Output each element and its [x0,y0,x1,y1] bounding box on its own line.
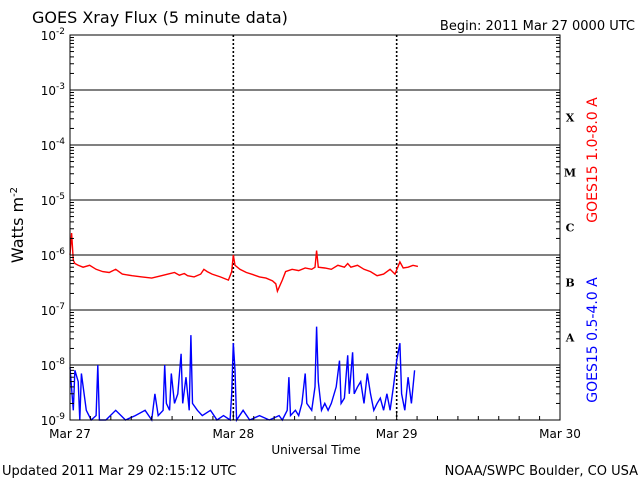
y-tick-label-base: 10 [41,139,56,153]
y-tick-label: 10-6 [41,247,66,263]
series-labels: GOES15 1.0-8.0 A GOES15 0.5-4.0 A [585,97,601,403]
y-tick-label-exponent: -3 [56,82,65,92]
x-tick-label: Mar 28 [212,427,254,441]
y-tick-label-base: 10 [41,194,56,208]
begin-time: Begin: 2011 Mar 27 0000 UTC [440,19,635,34]
series-label-text: GOES15 0.5-4.0 A [585,277,601,403]
x-axis-label: Universal Time [271,443,360,457]
y-axis-label-exponent: -2 [9,187,20,197]
y-tick-label-base: 10 [41,29,56,43]
series-label-text: GOES15 1.0-8.0 A [585,97,601,223]
flare-class-m: M [564,167,576,180]
chart-title: GOES Xray Flux (5 minute data) [32,8,288,27]
flare-class-b: B [565,277,574,290]
series-line-1 [69,326,416,423]
y-tick-label-base: 10 [41,414,56,428]
y-tick-label: 10-3 [41,82,65,98]
x-tick-label: Mar 30 [539,427,581,441]
flare-class-c: C [566,222,575,235]
y-tick-label-exponent: -4 [56,137,65,147]
y-tick-label: 10-7 [41,302,65,318]
flare-class-a: A [565,332,575,345]
series-layer [69,233,419,423]
y-tick-label-base: 10 [41,84,56,98]
y-tick-label: 10-8 [41,357,66,373]
flare-class-labels: X M C B A [564,112,576,345]
grid-lines [70,35,560,420]
axes [69,34,561,421]
y-tick-label: 10-9 [41,412,66,428]
series-line-0 [69,233,419,294]
y-tick-label: 10-2 [41,27,65,43]
y-tick-label-exponent: -8 [56,357,65,367]
y-tick-label-exponent: -2 [56,27,65,37]
svg-text:Watts m-2: Watts m-2 [8,187,27,263]
credit-text: NOAA/SWPC Boulder, CO USA [445,464,638,479]
y-tick-label-exponent: -7 [56,302,65,312]
y-axis-label: Watts m-2 [8,187,27,263]
y-tick-label-base: 10 [41,359,56,373]
y-tick-label-exponent: -5 [56,192,65,202]
x-tick-label: Mar 29 [376,427,418,441]
series-label-0: GOES15 1.0-8.0 A [585,97,601,223]
y-tick-label-base: 10 [41,249,56,263]
y-tick-label: 10-5 [41,192,65,208]
y-axis-label-text: Watts m [8,197,27,263]
y-tick-label-base: 10 [41,304,56,318]
x-tick-label: Mar 27 [49,427,91,441]
y-tick-label-exponent: -6 [56,247,65,257]
y-tick-label-exponent: -9 [56,412,65,422]
updated-text: Updated 2011 Mar 29 02:15:12 UTC [2,464,236,479]
series-label-1: GOES15 0.5-4.0 A [585,277,601,403]
y-tick-label: 10-4 [41,137,66,153]
flare-class-x: X [566,112,575,125]
